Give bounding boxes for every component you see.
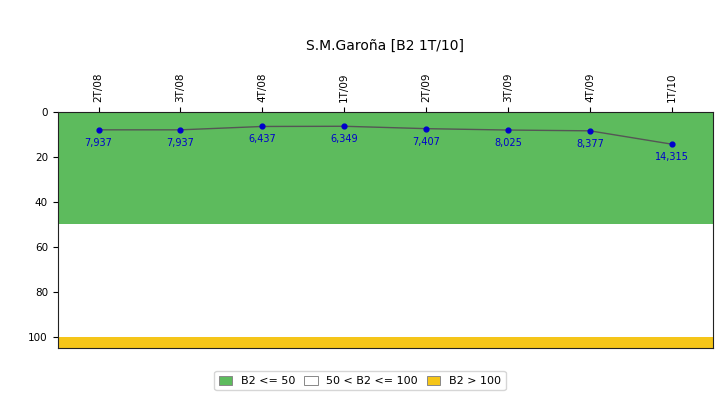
Point bbox=[584, 128, 595, 134]
Point bbox=[666, 141, 678, 147]
Text: 14,315: 14,315 bbox=[655, 152, 689, 162]
Bar bbox=[58, 112, 713, 224]
Bar bbox=[58, 337, 713, 348]
Point bbox=[420, 126, 432, 132]
Bar bbox=[58, 224, 713, 337]
Point bbox=[93, 127, 104, 133]
Text: 8,377: 8,377 bbox=[576, 139, 604, 149]
Text: 7,937: 7,937 bbox=[166, 138, 194, 148]
Point bbox=[175, 127, 186, 133]
Legend: B2 <= 50, 50 < B2 <= 100, B2 > 100: B2 <= 50, 50 < B2 <= 100, B2 > 100 bbox=[215, 371, 505, 390]
Text: 6,349: 6,349 bbox=[330, 134, 358, 144]
Text: 7,407: 7,407 bbox=[413, 136, 440, 146]
Point bbox=[338, 123, 350, 130]
Text: 6,437: 6,437 bbox=[248, 134, 276, 144]
Point bbox=[503, 127, 514, 133]
Text: 7,937: 7,937 bbox=[85, 138, 112, 148]
Point bbox=[256, 123, 268, 130]
Text: 8,025: 8,025 bbox=[494, 138, 522, 148]
Title: S.M.Garoña [B2 1T/10]: S.M.Garoña [B2 1T/10] bbox=[306, 38, 464, 52]
